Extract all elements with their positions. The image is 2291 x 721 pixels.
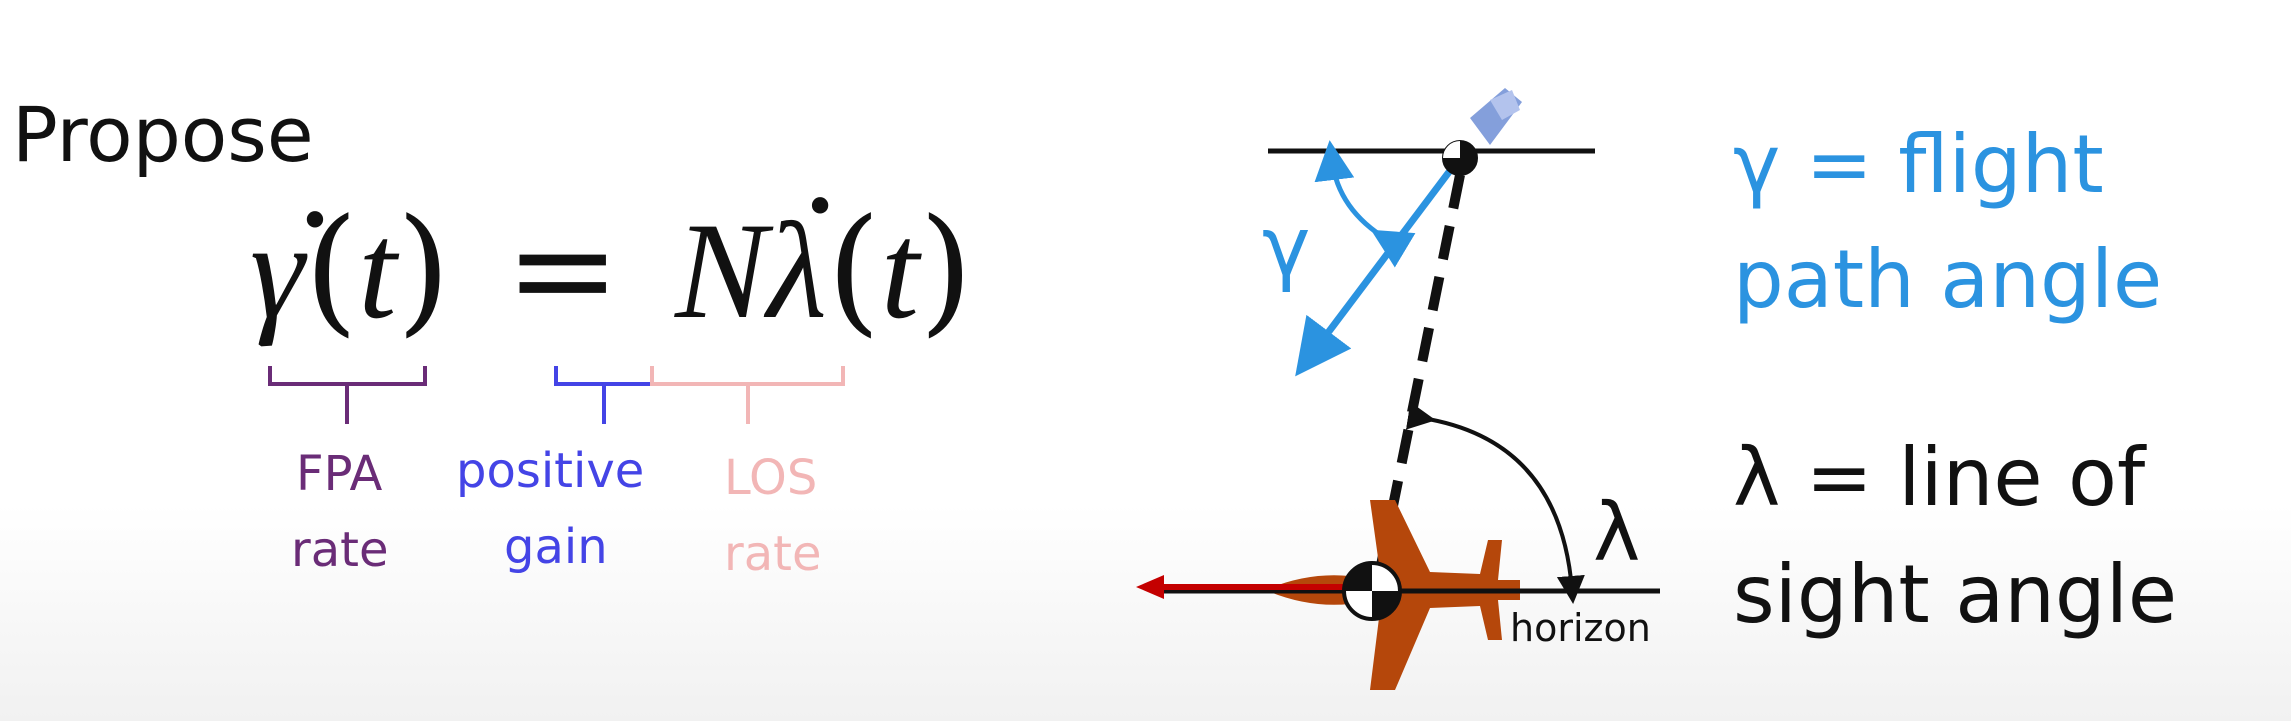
open-paren-rhs: ( <box>826 189 881 350</box>
horizon-label: horizon <box>1510 606 1651 650</box>
los-brace <box>650 366 845 424</box>
fpa-label-line2: rate <box>291 522 389 578</box>
gamma-dot-symbol: γ · <box>250 142 338 347</box>
equation-braces <box>268 366 845 424</box>
equals-sign: = <box>504 189 621 350</box>
lambda-dot-symbol: λ · <box>767 128 844 347</box>
legend-lambda-line1: λ = line of <box>1733 431 2146 524</box>
close-paren-lhs: ) <box>396 189 451 350</box>
rhs-argument: t <box>880 194 920 347</box>
heading-propose: Propose <box>12 90 314 179</box>
diagram-lambda-label: λ <box>1593 486 1641 579</box>
gain-symbol: N <box>675 194 768 347</box>
legend-lambda-line2: sight angle <box>1733 548 2178 641</box>
diagram-gamma-label: γ <box>1262 200 1311 295</box>
fpa-label-line1: FPA <box>296 446 383 502</box>
equation: γ · (t) = N λ · (t) <box>250 128 973 360</box>
fpa-brace <box>268 366 427 424</box>
gain-label-line1: positive <box>456 443 645 499</box>
gamma-angle-arc <box>1314 140 1416 268</box>
guidance-geometry-diagram <box>1136 88 1660 690</box>
target-sprite <box>1470 88 1522 145</box>
close-paren-rhs: ) <box>919 189 973 350</box>
pursuer-velocity-arrowhead <box>1136 575 1164 599</box>
flight-path-arrow <box>1295 157 1461 377</box>
lambda-angle-arc <box>1405 401 1585 604</box>
los-label-line2: rate <box>724 526 822 582</box>
gain-brace <box>554 366 654 424</box>
open-paren-lhs: ( <box>304 189 359 350</box>
legend-gamma-line1: γ = flight <box>1733 118 2104 211</box>
legend-gamma-line2: path angle <box>1733 233 2163 326</box>
lhs-argument: t <box>358 194 397 347</box>
los-label-line1: LOS <box>724 450 818 506</box>
gain-label-line2: gain <box>504 519 608 575</box>
